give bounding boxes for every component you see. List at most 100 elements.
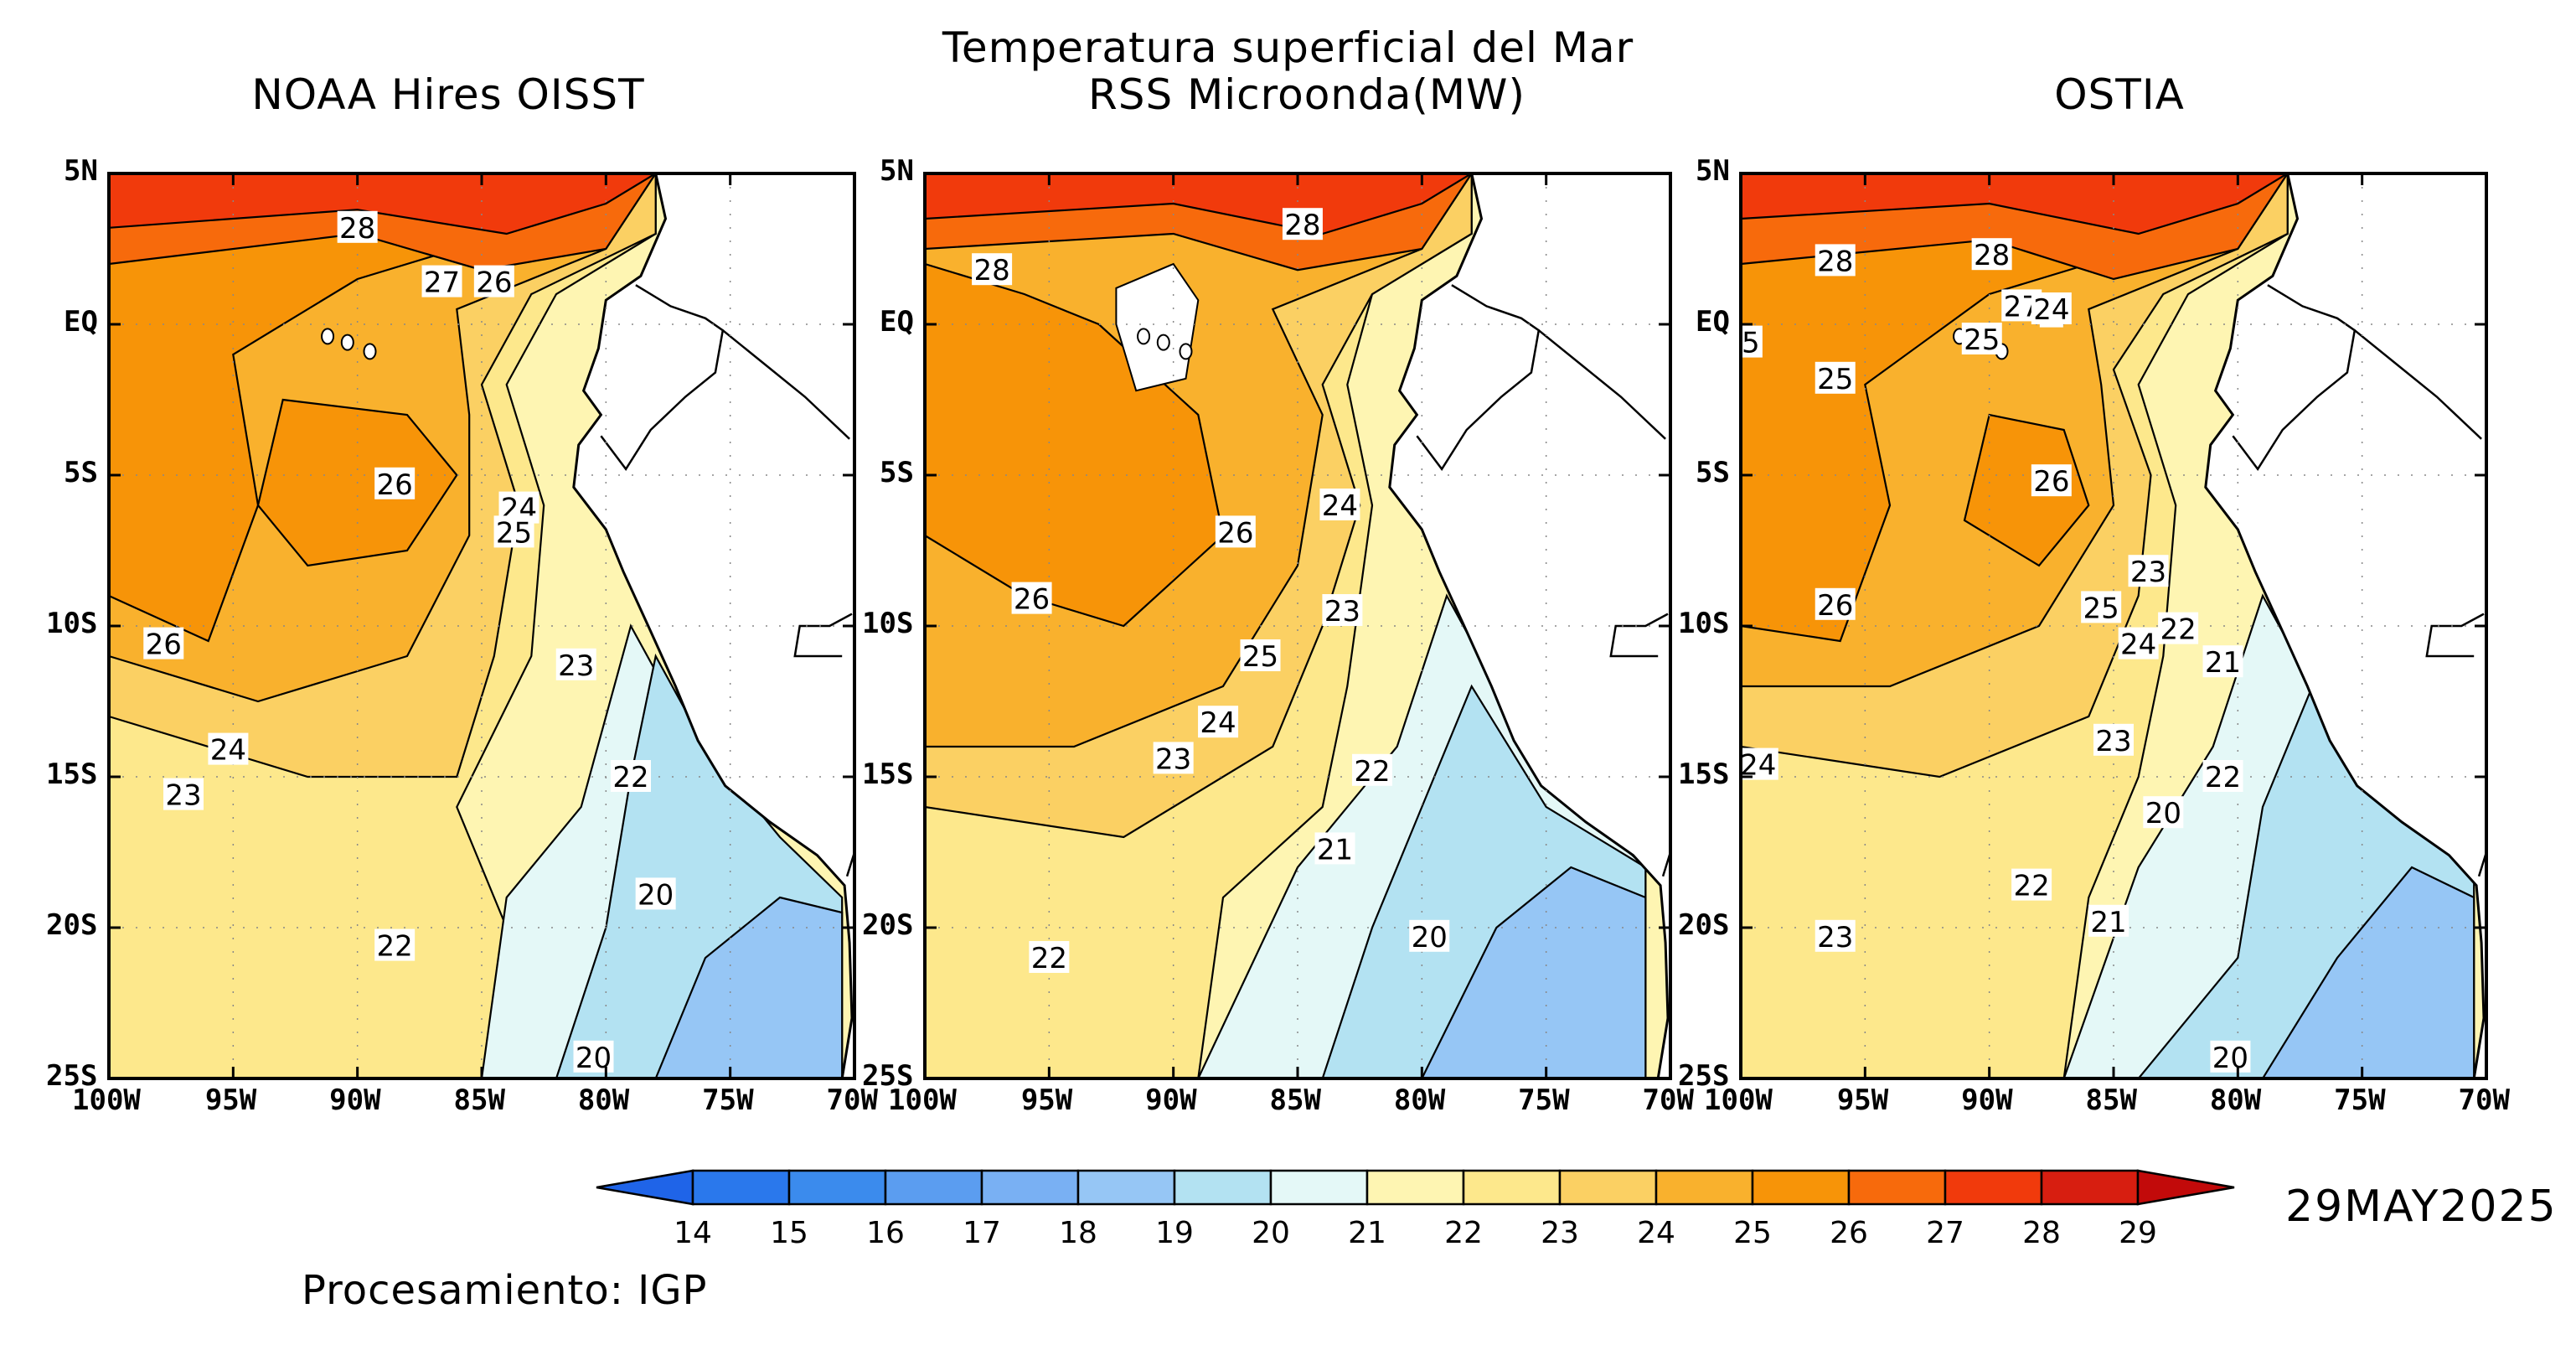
sst-band <box>1963 413 2090 567</box>
contour-label-bg <box>2158 612 2199 644</box>
contour-label-bg <box>1011 582 1052 614</box>
colorbar-arrow-low <box>596 1169 694 1206</box>
contour-label: 22 <box>377 930 413 964</box>
galapagos-island <box>1137 328 1151 345</box>
colorbar-tick-label: 16 <box>866 1216 905 1250</box>
contour-label: 28 <box>1817 245 1853 278</box>
colorbar-tick-label: 26 <box>1830 1216 1868 1250</box>
lat-tick-label: 20S <box>46 908 98 942</box>
country-border <box>722 329 850 440</box>
contour-label: 24 <box>2120 628 2156 662</box>
contour-label: 22 <box>2013 870 2049 903</box>
contour-label-bg <box>1409 919 1450 952</box>
contour-label: 24 <box>1322 489 1358 523</box>
contour-label-bg <box>143 627 184 659</box>
missing-data-area <box>1115 262 1200 392</box>
contour-label-bg <box>1282 208 1323 240</box>
figure-title: Temperatura superficial del Mar <box>942 23 1634 72</box>
lat-tick-label: 15S <box>46 758 98 791</box>
lon-tick-label: 95W <box>1020 1083 1073 1117</box>
contour-label: 24 <box>210 734 246 768</box>
lat-tick-label: EQ <box>1696 305 1730 339</box>
map-frame <box>1739 172 2488 1080</box>
lon-tick-label: 90W <box>1145 1083 1197 1117</box>
lon-tick-label: 100W <box>72 1083 141 1117</box>
colorbar-tick-label: 29 <box>2119 1216 2157 1250</box>
galapagos-island <box>340 334 354 351</box>
lon-tick-label: 80W <box>2209 1083 2262 1117</box>
contour-label-bg <box>1739 747 1778 780</box>
contour-label: 25 <box>1964 323 2000 357</box>
lat-tick-label: 20S <box>1678 908 1730 942</box>
lat-tick-label: EQ <box>64 305 98 339</box>
colorbar-tick-label: 24 <box>1637 1216 1675 1250</box>
lat-tick-label: 5N <box>64 154 98 188</box>
colorbar-swatch <box>1944 1169 2043 1206</box>
contour-label-bg <box>2210 1040 2251 1073</box>
lat-tick-label: 15S <box>1678 758 1730 791</box>
contour-label-bg <box>1029 941 1070 973</box>
contour-label: 28 <box>1974 239 2010 272</box>
contour-label-bg <box>1215 515 1256 548</box>
lon-tick-label: 95W <box>204 1083 257 1117</box>
contour-label: 5 <box>1742 327 1760 360</box>
contour-label: 20 <box>638 878 674 912</box>
lon-tick-label: 75W <box>702 1083 754 1117</box>
galapagos-island <box>321 328 335 345</box>
lon-tick-label: 70W <box>2458 1083 2510 1117</box>
lat-tick-label: 10S <box>862 607 914 640</box>
contour-label-bg <box>1815 361 1856 394</box>
contour-label-bg <box>1352 753 1392 786</box>
map-panel-noaa: 28 27 26 26 24 25 26 24 23 23 22 22 20 20 <box>107 172 856 1080</box>
colorbar-swatch <box>2040 1169 2140 1206</box>
contour-label-bg <box>1240 639 1281 671</box>
contour-label-bg <box>421 265 462 297</box>
contour-label-bg <box>1971 238 2012 271</box>
country-border <box>793 613 853 658</box>
colorbar-swatch <box>1655 1169 1754 1206</box>
contour-label: 26 <box>377 468 413 502</box>
country-border <box>2425 613 2485 658</box>
lat-tick-label: 5N <box>880 154 914 188</box>
country-border <box>2354 329 2482 440</box>
contour-label: 26 <box>146 628 182 662</box>
colorbar-swatch <box>1462 1169 1562 1206</box>
contour-label-bg <box>1314 832 1355 865</box>
contour-label-bg <box>2031 292 2072 324</box>
lon-tick-label: 75W <box>1518 1083 1570 1117</box>
lat-tick-label: 5S <box>880 456 914 489</box>
colorbar-swatch <box>1847 1169 1947 1206</box>
colorbar-swatch <box>1558 1169 1658 1206</box>
map-frame <box>107 172 856 1080</box>
colorbar-swatch <box>691 1169 791 1206</box>
contour-label-bg <box>2093 723 2134 756</box>
colorbar-tick-label: 20 <box>1252 1216 1290 1250</box>
contour-label: 23 <box>1155 742 1191 776</box>
lat-tick-label: 10S <box>46 607 98 640</box>
contour-label: 23 <box>2130 556 2166 589</box>
contour-label-bg <box>208 732 249 765</box>
land-area <box>1389 173 1670 1078</box>
panel-title-rss: RSS Microonda(MW) <box>1088 70 1525 119</box>
land-area <box>2205 173 2486 1078</box>
contour-label-bg <box>374 467 416 499</box>
lon-tick-label: 100W <box>1704 1083 1773 1117</box>
contour-label-bg <box>1739 325 1763 358</box>
lon-tick-label: 90W <box>1961 1083 2013 1117</box>
colorbar-swatch <box>1269 1169 1369 1206</box>
lon-tick-label: 85W <box>453 1083 505 1117</box>
colorbar-tick-label: 17 <box>963 1216 1001 1250</box>
contour-label-bg <box>473 265 514 297</box>
contour-label-bg <box>2202 645 2243 678</box>
contour-label: 24 <box>1200 706 1236 740</box>
country-border <box>1609 613 1669 658</box>
contour-label: 20 <box>2145 797 2181 830</box>
contour-label: 28 <box>339 212 375 246</box>
contour-label: 28 <box>1284 209 1320 242</box>
lon-tick-label: 70W <box>826 1083 878 1117</box>
contour-label: 22 <box>2160 613 2197 647</box>
map-frame <box>923 172 1672 1080</box>
map-panel-ostia: 2828276242552526262325242221232420222223… <box>1739 172 2488 1080</box>
colorbar-swatch <box>1076 1169 1176 1206</box>
contour-label: 25 <box>496 516 532 550</box>
